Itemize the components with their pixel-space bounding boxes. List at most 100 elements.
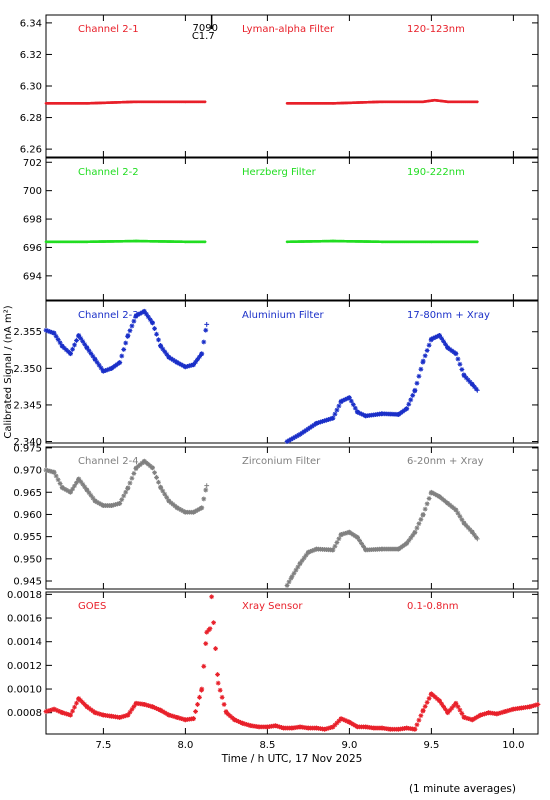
- y-tick-label: 2.340: [13, 437, 42, 448]
- data-point: [211, 620, 217, 626]
- x-tick-label: 8.5: [259, 740, 275, 751]
- data-point: [203, 487, 209, 493]
- data-point: [145, 314, 151, 320]
- data-point: [127, 709, 133, 715]
- panel-1: 6.26 6.28 6.30 6.32 6.34 Channel 2-1 Lyman-alp…: [20, 14, 539, 158]
- data-point: [154, 331, 159, 337]
- data-point: [90, 495, 96, 501]
- data-point: [447, 708, 453, 713]
- data-point: [82, 702, 88, 707]
- data-point: [204, 322, 210, 327]
- data-point: [188, 362, 194, 368]
- data-point: [94, 499, 100, 505]
- data-point: [166, 712, 172, 718]
- data-point: [412, 387, 418, 393]
- data-point: [404, 540, 410, 546]
- band-label: 120-123nm: [407, 24, 465, 35]
- band-label: 0.1-0.8nm: [407, 601, 459, 612]
- data-point: [164, 495, 170, 500]
- data-point: [432, 694, 438, 700]
- data-point: [320, 418, 325, 424]
- data-point: [327, 416, 333, 422]
- data-point: [437, 698, 442, 704]
- data-point: [88, 707, 94, 713]
- data-point: [201, 663, 207, 669]
- data-point: [176, 715, 182, 721]
- band-label: 6-20nm + Xray: [407, 456, 484, 467]
- data-point: [432, 334, 438, 340]
- y-tick-label: 0.0008: [7, 708, 42, 719]
- data-point: [293, 567, 299, 573]
- data-point: [455, 510, 461, 516]
- data-point: [455, 704, 461, 710]
- data-point: [152, 470, 157, 476]
- data-point: [474, 387, 480, 393]
- data-point: [414, 525, 420, 531]
- data-point: [121, 493, 127, 499]
- data-point: [63, 487, 69, 493]
- channel-label: GOES: [78, 601, 106, 612]
- y-tick-label: 6.30: [20, 82, 42, 93]
- data-point: [473, 715, 479, 720]
- data-point: [447, 346, 453, 352]
- data-point: [121, 347, 127, 352]
- data-point: [286, 438, 292, 443]
- data-point: [43, 709, 49, 714]
- channel-label: Channel 2-4: [78, 456, 139, 467]
- x-tick-label: 9.0: [341, 740, 357, 751]
- data-point: [191, 509, 196, 515]
- data-point: [164, 711, 170, 717]
- data-point: [109, 503, 114, 508]
- data-point: [123, 713, 129, 719]
- data-point: [432, 491, 438, 497]
- data-point: [242, 721, 248, 727]
- data-point: [61, 486, 67, 492]
- data-point: [84, 345, 90, 351]
- data-point: [53, 707, 59, 713]
- data-point: [86, 490, 92, 496]
- data-point: [406, 538, 412, 544]
- data-point: [47, 707, 53, 713]
- y-axis-label: Calibrated Signal / (nA m²): [3, 305, 14, 438]
- data-point: [434, 334, 440, 339]
- data-point: [201, 339, 207, 345]
- panel-frame: [45, 446, 539, 590]
- data-point: [131, 471, 137, 476]
- data-point: [426, 496, 432, 501]
- x-tick-label: 7.5: [95, 740, 111, 751]
- channel-label: Channel 2-2: [78, 167, 139, 178]
- data-point: [459, 711, 465, 716]
- data-point: [68, 712, 73, 718]
- data-point: [92, 357, 98, 362]
- data-point: [424, 501, 430, 507]
- data-point: [461, 373, 467, 379]
- data-point: [43, 327, 49, 333]
- band-label: 190-222nm: [407, 167, 465, 178]
- data-point: [361, 544, 366, 549]
- data-point: [430, 693, 436, 698]
- data-point: [342, 530, 348, 536]
- data-point: [328, 725, 334, 730]
- data-point: [508, 707, 514, 713]
- data-point: [416, 373, 422, 379]
- data-point: [350, 722, 356, 727]
- data-point: [51, 330, 57, 336]
- y-tick-label: 0.945: [13, 577, 42, 588]
- data-point: [65, 488, 71, 494]
- data-point: [174, 360, 180, 365]
- data-point: [344, 718, 350, 724]
- x-tick-label: 10.0: [502, 740, 524, 751]
- data-point: [80, 700, 86, 705]
- data-point: [209, 594, 215, 600]
- data-point: [197, 694, 202, 700]
- data-point: [45, 328, 51, 334]
- data-point: [344, 530, 350, 536]
- data-point: [412, 529, 418, 535]
- y-tick-label: 2.345: [13, 400, 42, 411]
- data-point: [494, 711, 500, 717]
- data-point: [123, 489, 129, 495]
- data-point: [457, 361, 463, 367]
- data-point: [160, 709, 166, 714]
- data-point: [533, 702, 539, 708]
- data-point: [334, 407, 340, 413]
